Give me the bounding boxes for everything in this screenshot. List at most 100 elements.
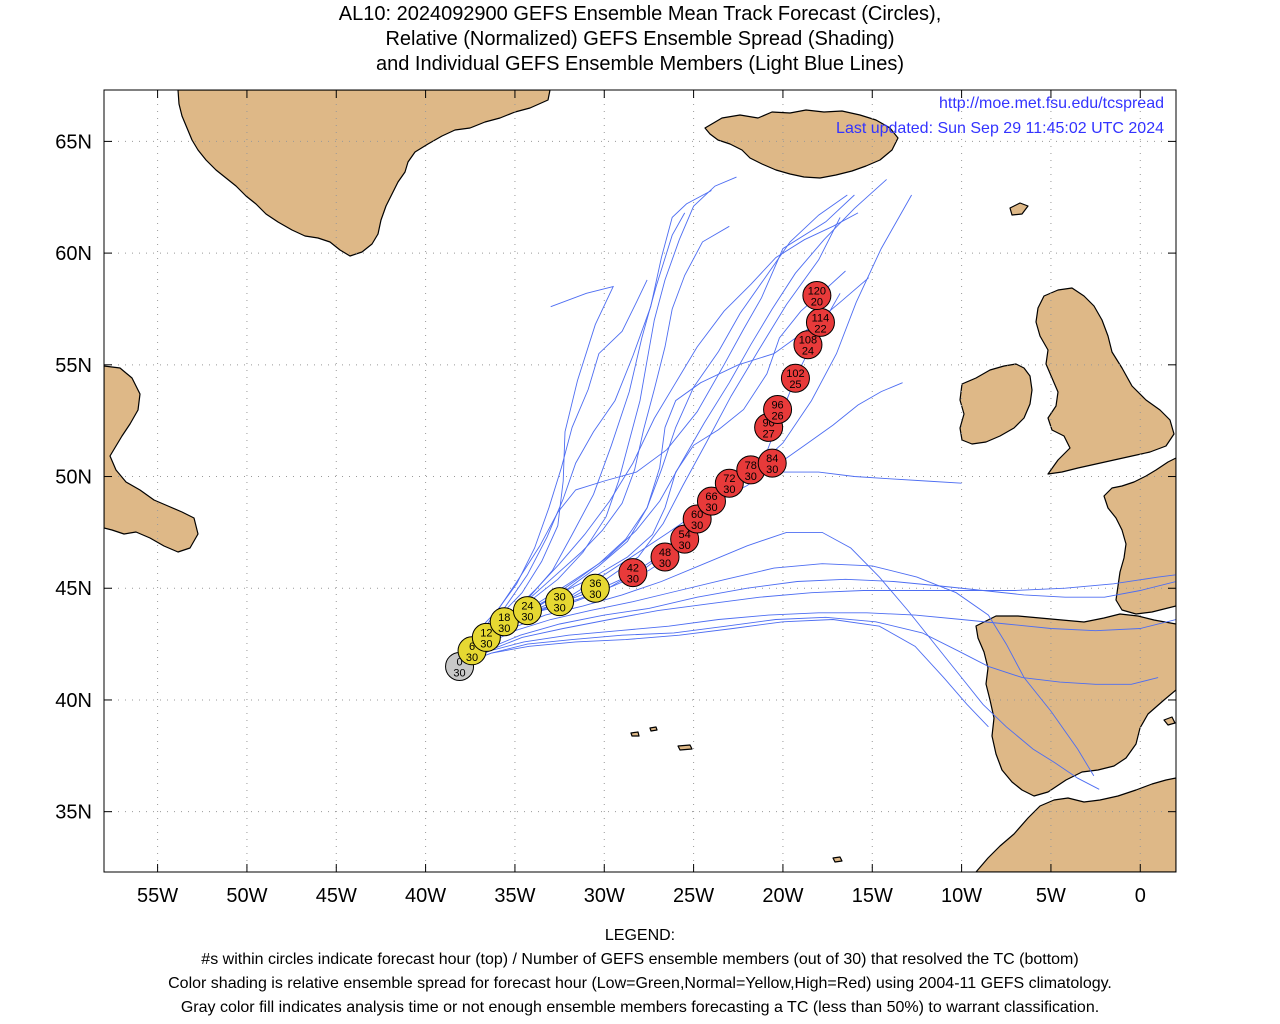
member-count-label: 30 xyxy=(705,502,717,514)
forecast-hour-label: 18 xyxy=(498,612,510,624)
member-count-label: 30 xyxy=(553,603,565,615)
forecast-hour-label: 0 xyxy=(456,656,462,668)
lon-tick-label: 40W xyxy=(405,885,446,907)
member-count-label: 30 xyxy=(679,540,691,552)
ensemble-member-track xyxy=(460,190,712,660)
forecast-hour-label: 108 xyxy=(799,335,817,347)
lon-tick-label: 10W xyxy=(941,885,982,907)
forecast-hour-label: 72 xyxy=(723,473,735,485)
map-content: 0306301230183024303030363042304830543060… xyxy=(104,90,1176,872)
forecast-hour-label: 84 xyxy=(766,453,778,465)
lon-tick-label: 5W xyxy=(1036,885,1066,907)
forecast-hour-label: 36 xyxy=(589,578,601,590)
lat-tick-label: 40N xyxy=(55,690,92,712)
forecast-hour-label: 30 xyxy=(553,592,565,604)
ensemble-member-track xyxy=(461,616,1159,685)
member-count-label: 30 xyxy=(589,589,601,601)
land-layer xyxy=(104,90,1176,872)
member-count-label: 30 xyxy=(498,623,510,635)
mean-track-circle xyxy=(714,468,744,498)
member-count-label: 30 xyxy=(521,612,533,624)
lon-tick-label: 25W xyxy=(673,885,714,907)
member-count-label: 27 xyxy=(763,428,775,440)
ensemble-member-track xyxy=(461,578,1176,665)
member-count-label: 30 xyxy=(466,652,478,664)
axis-layer: 55W 50W 45W 40W 35W 30W 25W 20W 15W 10W 5W 0 65N 60N 5… xyxy=(55,90,1176,907)
member-count-label: 30 xyxy=(691,520,703,532)
member-count-label: 30 xyxy=(627,574,639,586)
mean-track-circle xyxy=(793,330,823,360)
credit-url: http://moe.met.fsu.edu/tcspread xyxy=(939,95,1164,112)
great-britain-landmass xyxy=(1035,287,1175,475)
lat-tick-label: 50N xyxy=(55,467,92,489)
iberia-landmass xyxy=(975,613,1176,797)
lat-tick-label: 45N xyxy=(55,578,92,600)
azores-island-2 xyxy=(649,726,658,732)
faroe-islands xyxy=(1009,202,1029,216)
ensemble-member-track xyxy=(460,194,855,660)
member-count-label: 30 xyxy=(659,558,671,570)
mean-track-circle xyxy=(580,573,610,603)
greenland-landmass xyxy=(177,90,551,257)
member-count-label: 20 xyxy=(811,297,823,309)
map-frame xyxy=(103,89,1177,873)
lon-tick-label: 30W xyxy=(584,885,625,907)
ensemble-member-track xyxy=(461,612,1176,665)
lat-tick-label: 65N xyxy=(55,131,92,153)
mean-track-circle xyxy=(545,587,575,617)
lat-tick-label: 60N xyxy=(55,243,92,265)
title-line-2: Relative (Normalized) GEFS Ensemble Spre… xyxy=(385,28,895,50)
legend: LEGEND: #s within circles indicate forec… xyxy=(0,924,1280,1020)
forecast-hour-label: 6 xyxy=(469,641,475,653)
credit-updated: Last updated: Sun Sep 29 11:45:02 UTC 20… xyxy=(836,120,1164,137)
mean-track-circle xyxy=(512,596,542,626)
lon-tick-label: 55W xyxy=(137,885,178,907)
forecast-hour-label: 48 xyxy=(659,547,671,559)
legend-line-2: Color shading is relative ensemble sprea… xyxy=(168,975,1112,992)
legend-line-1: #s within circles indicate forecast hour… xyxy=(201,951,1079,968)
newfoundland-landmass xyxy=(104,365,199,553)
forecast-hour-label: 102 xyxy=(786,368,804,380)
lat-tick-label: 55N xyxy=(55,355,92,377)
lon-tick-label: 20W xyxy=(762,885,803,907)
member-count-label: 30 xyxy=(766,464,778,476)
title-line-3: and Individual GEFS Ensemble Members (Li… xyxy=(375,53,905,75)
forecast-hour-label: 54 xyxy=(679,529,691,541)
forecast-hour-label: 114 xyxy=(812,312,830,324)
lon-tick-label: 15W xyxy=(852,885,893,907)
mean-track-circle xyxy=(618,558,648,588)
ensemble-member-track xyxy=(461,574,1176,665)
iceland-landmass xyxy=(704,109,899,179)
mean-track-circle xyxy=(696,486,726,516)
forecast-hour-label: 12 xyxy=(480,627,492,639)
forecast-hour-label: 24 xyxy=(521,601,533,613)
mean-track-circle xyxy=(780,363,810,393)
lon-tick-label: 35W xyxy=(494,885,535,907)
azores-island-1 xyxy=(630,731,640,737)
lat-tick-label: 35N xyxy=(55,802,92,824)
member-count-label: 30 xyxy=(480,638,492,650)
legend-heading: LEGEND: xyxy=(604,927,676,944)
forecast-hour-label: 66 xyxy=(705,491,717,503)
member-count-label: 30 xyxy=(723,484,735,496)
mean-track-circle xyxy=(802,281,832,311)
lon-tick-label: 0 xyxy=(1135,885,1146,907)
france-landmass xyxy=(1103,457,1176,615)
mean-track-circle xyxy=(757,448,787,478)
morocco-landmass xyxy=(975,777,1176,872)
forecast-hour-label: 42 xyxy=(627,563,639,575)
forecast-hour-label: 78 xyxy=(745,460,757,472)
lon-tick-label: 50W xyxy=(226,885,267,907)
member-count-label: 24 xyxy=(802,346,814,358)
